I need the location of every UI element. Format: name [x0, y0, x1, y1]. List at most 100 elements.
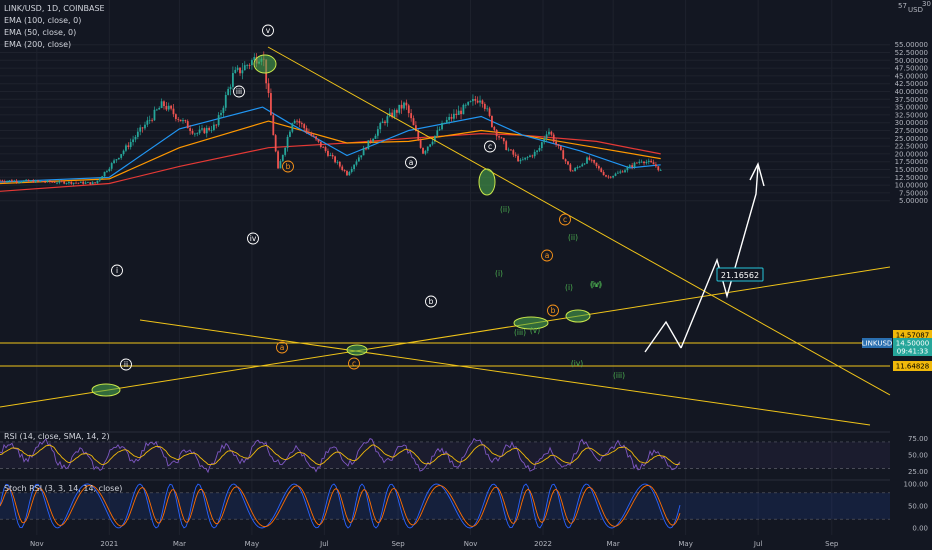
candle-body: [65, 183, 68, 184]
candle-body: [583, 163, 586, 165]
price-axis[interactable]: 55.0000052.5000050.0000047.5000045.00000…: [895, 0, 931, 205]
wave-label: c: [352, 359, 356, 368]
candle-body: [621, 171, 624, 173]
projection-line: [680, 165, 759, 349]
wave-label: iii: [236, 87, 242, 96]
candle-body: [600, 168, 603, 172]
price-badge: [893, 361, 932, 371]
candle-body: [217, 115, 220, 126]
candle-body: [153, 109, 156, 121]
candle-body: [253, 57, 256, 61]
candle-body: [476, 100, 479, 103]
wave-label-circle: [405, 156, 417, 169]
highlight-ellipse: [346, 344, 368, 356]
rsi-tick-label: 25.00: [908, 468, 928, 476]
candle-body: [348, 171, 351, 176]
candle-body: [44, 181, 47, 183]
rsi-label[interactable]: RSI (14, close, SMA, 14, 2): [4, 432, 110, 441]
candle-body: [626, 167, 629, 171]
candle-body: [419, 139, 422, 148]
candle-body: [10, 180, 13, 182]
price-tick-label: 7.50000: [899, 189, 928, 197]
candle-body: [212, 124, 215, 131]
candle-body: [79, 181, 82, 183]
candle-body: [177, 118, 180, 120]
candle-body: [132, 139, 134, 143]
candle-body: [443, 122, 446, 124]
candle-body: [393, 110, 396, 118]
price-badge-text: LINKUSD: [862, 340, 893, 348]
candle-body: [241, 70, 244, 74]
wave-label: b: [429, 297, 434, 306]
candle-body: [270, 93, 272, 116]
candle-body: [324, 147, 327, 151]
price-tick-label: 20.00000: [895, 150, 928, 158]
candle-body: [524, 157, 527, 160]
indicator-ema-50[interactable]: EMA (50, close, 0): [4, 28, 77, 37]
candle-body: [519, 159, 522, 162]
wave-label: (v): [591, 280, 601, 289]
candle-body: [51, 181, 54, 183]
price-tick-label-partial: 30: [922, 0, 931, 8]
stoch-rsi-label[interactable]: Stoch RSI (3, 3, 14, 14, close): [4, 484, 123, 493]
wave-label: (iv): [590, 280, 602, 289]
candle-body: [103, 171, 106, 177]
candle-body: [277, 151, 279, 169]
price-tick-label: 50.00000: [895, 57, 928, 65]
price-tick-label: 10.00000: [895, 182, 928, 190]
candle-body: [172, 108, 175, 115]
price-tick-label: 52.50000: [895, 49, 928, 57]
time-tick-label: Nov: [30, 540, 44, 548]
candle-body: [636, 162, 638, 164]
price-tick-label: 42.50000: [895, 80, 928, 88]
candle-body: [431, 141, 434, 145]
candle-body: [571, 170, 574, 172]
time-tick-label: Jul: [753, 540, 763, 548]
candle-body: [552, 134, 555, 142]
candle-body: [564, 159, 567, 162]
candle-body: [512, 150, 515, 155]
rsi-tick-label: 50.00: [908, 452, 928, 460]
candle-body: [659, 170, 662, 171]
candle-body: [1, 180, 4, 182]
rsi-band: [0, 441, 890, 469]
projection-start: [644, 320, 682, 353]
candle-body: [191, 130, 194, 134]
candle-body: [134, 136, 137, 140]
candle-body: [89, 182, 92, 185]
candle-body: [645, 161, 648, 164]
wave-label-circle: [111, 264, 123, 277]
candle-body: [243, 65, 246, 71]
candle-body: [227, 89, 230, 95]
candle-body: [184, 120, 187, 122]
time-axis[interactable]: Nov 2021 Mar May Jul Sep Nov 2022 Mar May Jul Sep: [30, 540, 839, 548]
candle-body: [46, 180, 49, 182]
candle-body: [457, 110, 460, 115]
symbol-title: LINK/USD, 1D, COINBASE: [4, 4, 105, 13]
candle-body: [450, 117, 453, 119]
candle-body: [464, 104, 467, 106]
candle-body: [13, 180, 16, 182]
candle-body: [108, 168, 111, 172]
candle-body: [56, 182, 58, 184]
stoch-k-line: [0, 483, 681, 529]
candle-body: [286, 136, 289, 148]
candle-body: [631, 165, 634, 168]
candle-body: [41, 181, 44, 182]
wave-label-circle: [247, 232, 259, 245]
rsi-line: [0, 437, 681, 474]
candle-body: [586, 157, 588, 164]
stoch-tick-label: 100.00: [904, 481, 929, 489]
indicator-ema-200[interactable]: EMA (200, close): [4, 40, 72, 49]
candle-body: [367, 140, 370, 150]
projection-arrowhead: [749, 162, 765, 187]
target-price-box[interactable]: 21.16562: [716, 267, 764, 282]
wave-label: b: [551, 306, 556, 315]
indicator-ema-100[interactable]: EMA (100, close, 0): [4, 16, 82, 25]
price-tick-label: 45.00000: [895, 72, 928, 80]
candle-body: [296, 120, 298, 122]
trendlines[interactable]: [0, 46, 891, 426]
candle-body: [647, 160, 650, 162]
time-tick-label: Mar: [607, 540, 620, 548]
candle-body: [315, 136, 317, 140]
